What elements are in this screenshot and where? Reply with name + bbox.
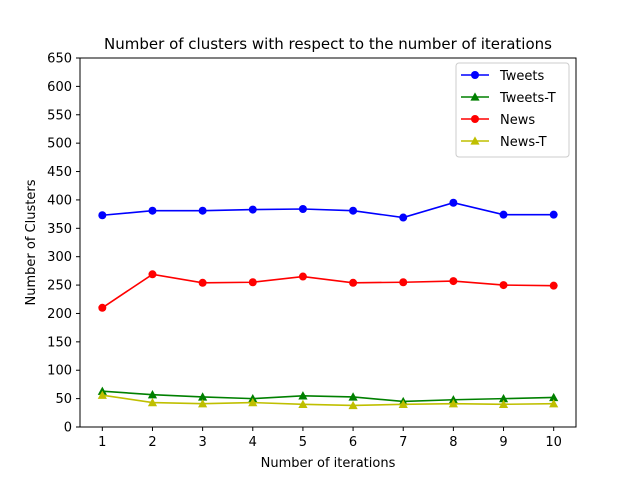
y-tick-label: 50 bbox=[55, 392, 72, 407]
y-tick-label: 250 bbox=[47, 279, 72, 294]
data-point-tweets-t bbox=[147, 390, 158, 399]
y-tick-label: 450 bbox=[47, 165, 72, 180]
data-point-news bbox=[449, 277, 458, 286]
data-point-tweets bbox=[248, 205, 257, 214]
data-point-news-t bbox=[398, 399, 408, 408]
y-tick-label: 600 bbox=[47, 80, 72, 95]
y-tick-label: 350 bbox=[47, 222, 72, 237]
legend-marker bbox=[470, 92, 480, 101]
x-tick-label: 1 bbox=[98, 435, 106, 450]
y-tick-label: 150 bbox=[47, 335, 72, 350]
series-line-news bbox=[101, 273, 554, 309]
data-point-tweets-t bbox=[549, 392, 559, 402]
legend-entry-news-t: News-T bbox=[461, 135, 547, 150]
chart-title: Number of clusters with respect to the n… bbox=[104, 35, 552, 53]
data-point-news bbox=[499, 281, 508, 290]
legend-entry-tweets-t: Tweets-T bbox=[461, 91, 556, 106]
data-point-news bbox=[98, 303, 107, 312]
y-tick-label: 550 bbox=[47, 108, 72, 123]
legend-label: News-T bbox=[500, 135, 547, 150]
data-point-tweets bbox=[98, 211, 107, 220]
data-point-tweets bbox=[148, 206, 157, 215]
data-point-tweets bbox=[549, 210, 558, 219]
x-tick-label: 7 bbox=[399, 435, 407, 450]
y-tick-label: 500 bbox=[47, 137, 72, 152]
x-tick-label: 3 bbox=[198, 435, 206, 450]
data-point-news bbox=[248, 278, 257, 287]
legend-label: Tweets bbox=[499, 69, 545, 84]
x-tick-label: 6 bbox=[349, 435, 357, 450]
data-point-news bbox=[148, 270, 157, 279]
data-point-news-t bbox=[348, 400, 358, 410]
data-point-news bbox=[349, 278, 358, 287]
series-tweets bbox=[98, 198, 558, 222]
x-axis-label: Number of iterations bbox=[261, 456, 396, 471]
y-tick-label: 400 bbox=[47, 193, 72, 208]
data-point-news-t bbox=[147, 397, 158, 407]
data-point-news bbox=[198, 278, 207, 287]
x-axis: 1 2 3 4 5 6 7 8 9 10 bbox=[98, 427, 562, 450]
series-news-t bbox=[97, 390, 559, 410]
series-line-tweets-t bbox=[102, 390, 554, 403]
data-point-news-t bbox=[549, 399, 559, 408]
legend-marker bbox=[470, 136, 480, 145]
data-point-news-t bbox=[298, 399, 308, 408]
legend-entry-tweets: Tweets bbox=[461, 69, 545, 84]
x-tick-label: 8 bbox=[449, 435, 457, 450]
axes-frame bbox=[79, 57, 577, 428]
data-point-news bbox=[399, 278, 408, 287]
data-point-news-t bbox=[448, 399, 458, 408]
data-point-tweets bbox=[198, 206, 207, 215]
data-point-tweets-t bbox=[348, 392, 358, 401]
data-point-tweets bbox=[349, 206, 358, 215]
series-news bbox=[98, 270, 558, 312]
x-tick-label: 4 bbox=[249, 435, 257, 450]
y-axis: 0 50 100 150 200 250 300 350 400 450 500 550 600 650 bbox=[47, 52, 80, 436]
x-tick-label: 9 bbox=[499, 435, 507, 450]
data-point-tweets-t bbox=[298, 391, 308, 400]
data-point-news-t bbox=[97, 390, 107, 399]
data-point-news bbox=[549, 281, 558, 290]
y-tick-label: 0 bbox=[64, 421, 72, 436]
legend-marker bbox=[471, 71, 479, 79]
data-point-tweets bbox=[399, 213, 408, 222]
data-point-tweets-t bbox=[198, 392, 208, 401]
data-point-tweets bbox=[298, 205, 307, 214]
x-tick-label: 5 bbox=[299, 435, 307, 450]
y-tick-label: 650 bbox=[47, 52, 72, 67]
legend-box bbox=[455, 62, 570, 158]
legend-label: Tweets-T bbox=[499, 91, 556, 106]
data-point-news bbox=[298, 272, 307, 281]
data-point-tweets bbox=[499, 210, 508, 219]
data-point-tweets-t bbox=[498, 394, 509, 403]
y-tick-label: 200 bbox=[47, 307, 72, 322]
x-tick-label: 10 bbox=[545, 435, 562, 450]
series-line-news-t bbox=[102, 394, 554, 407]
series-line-tweets bbox=[102, 201, 554, 219]
legend-label: News bbox=[500, 113, 535, 128]
legend-marker bbox=[471, 115, 479, 123]
plot-area bbox=[97, 198, 559, 410]
data-point-news-t bbox=[498, 399, 509, 408]
legend: Tweets Tweets-T News News-T bbox=[455, 62, 570, 158]
data-point-tweets bbox=[449, 198, 458, 207]
y-axis-label: Number of Clusters bbox=[24, 179, 39, 305]
data-point-news-t bbox=[198, 399, 208, 408]
x-tick-label: 2 bbox=[148, 435, 156, 450]
data-point-news-t bbox=[248, 397, 258, 407]
y-tick-label: 100 bbox=[47, 364, 72, 379]
legend-entry-news: News bbox=[461, 113, 535, 128]
y-tick-label: 300 bbox=[47, 250, 72, 265]
